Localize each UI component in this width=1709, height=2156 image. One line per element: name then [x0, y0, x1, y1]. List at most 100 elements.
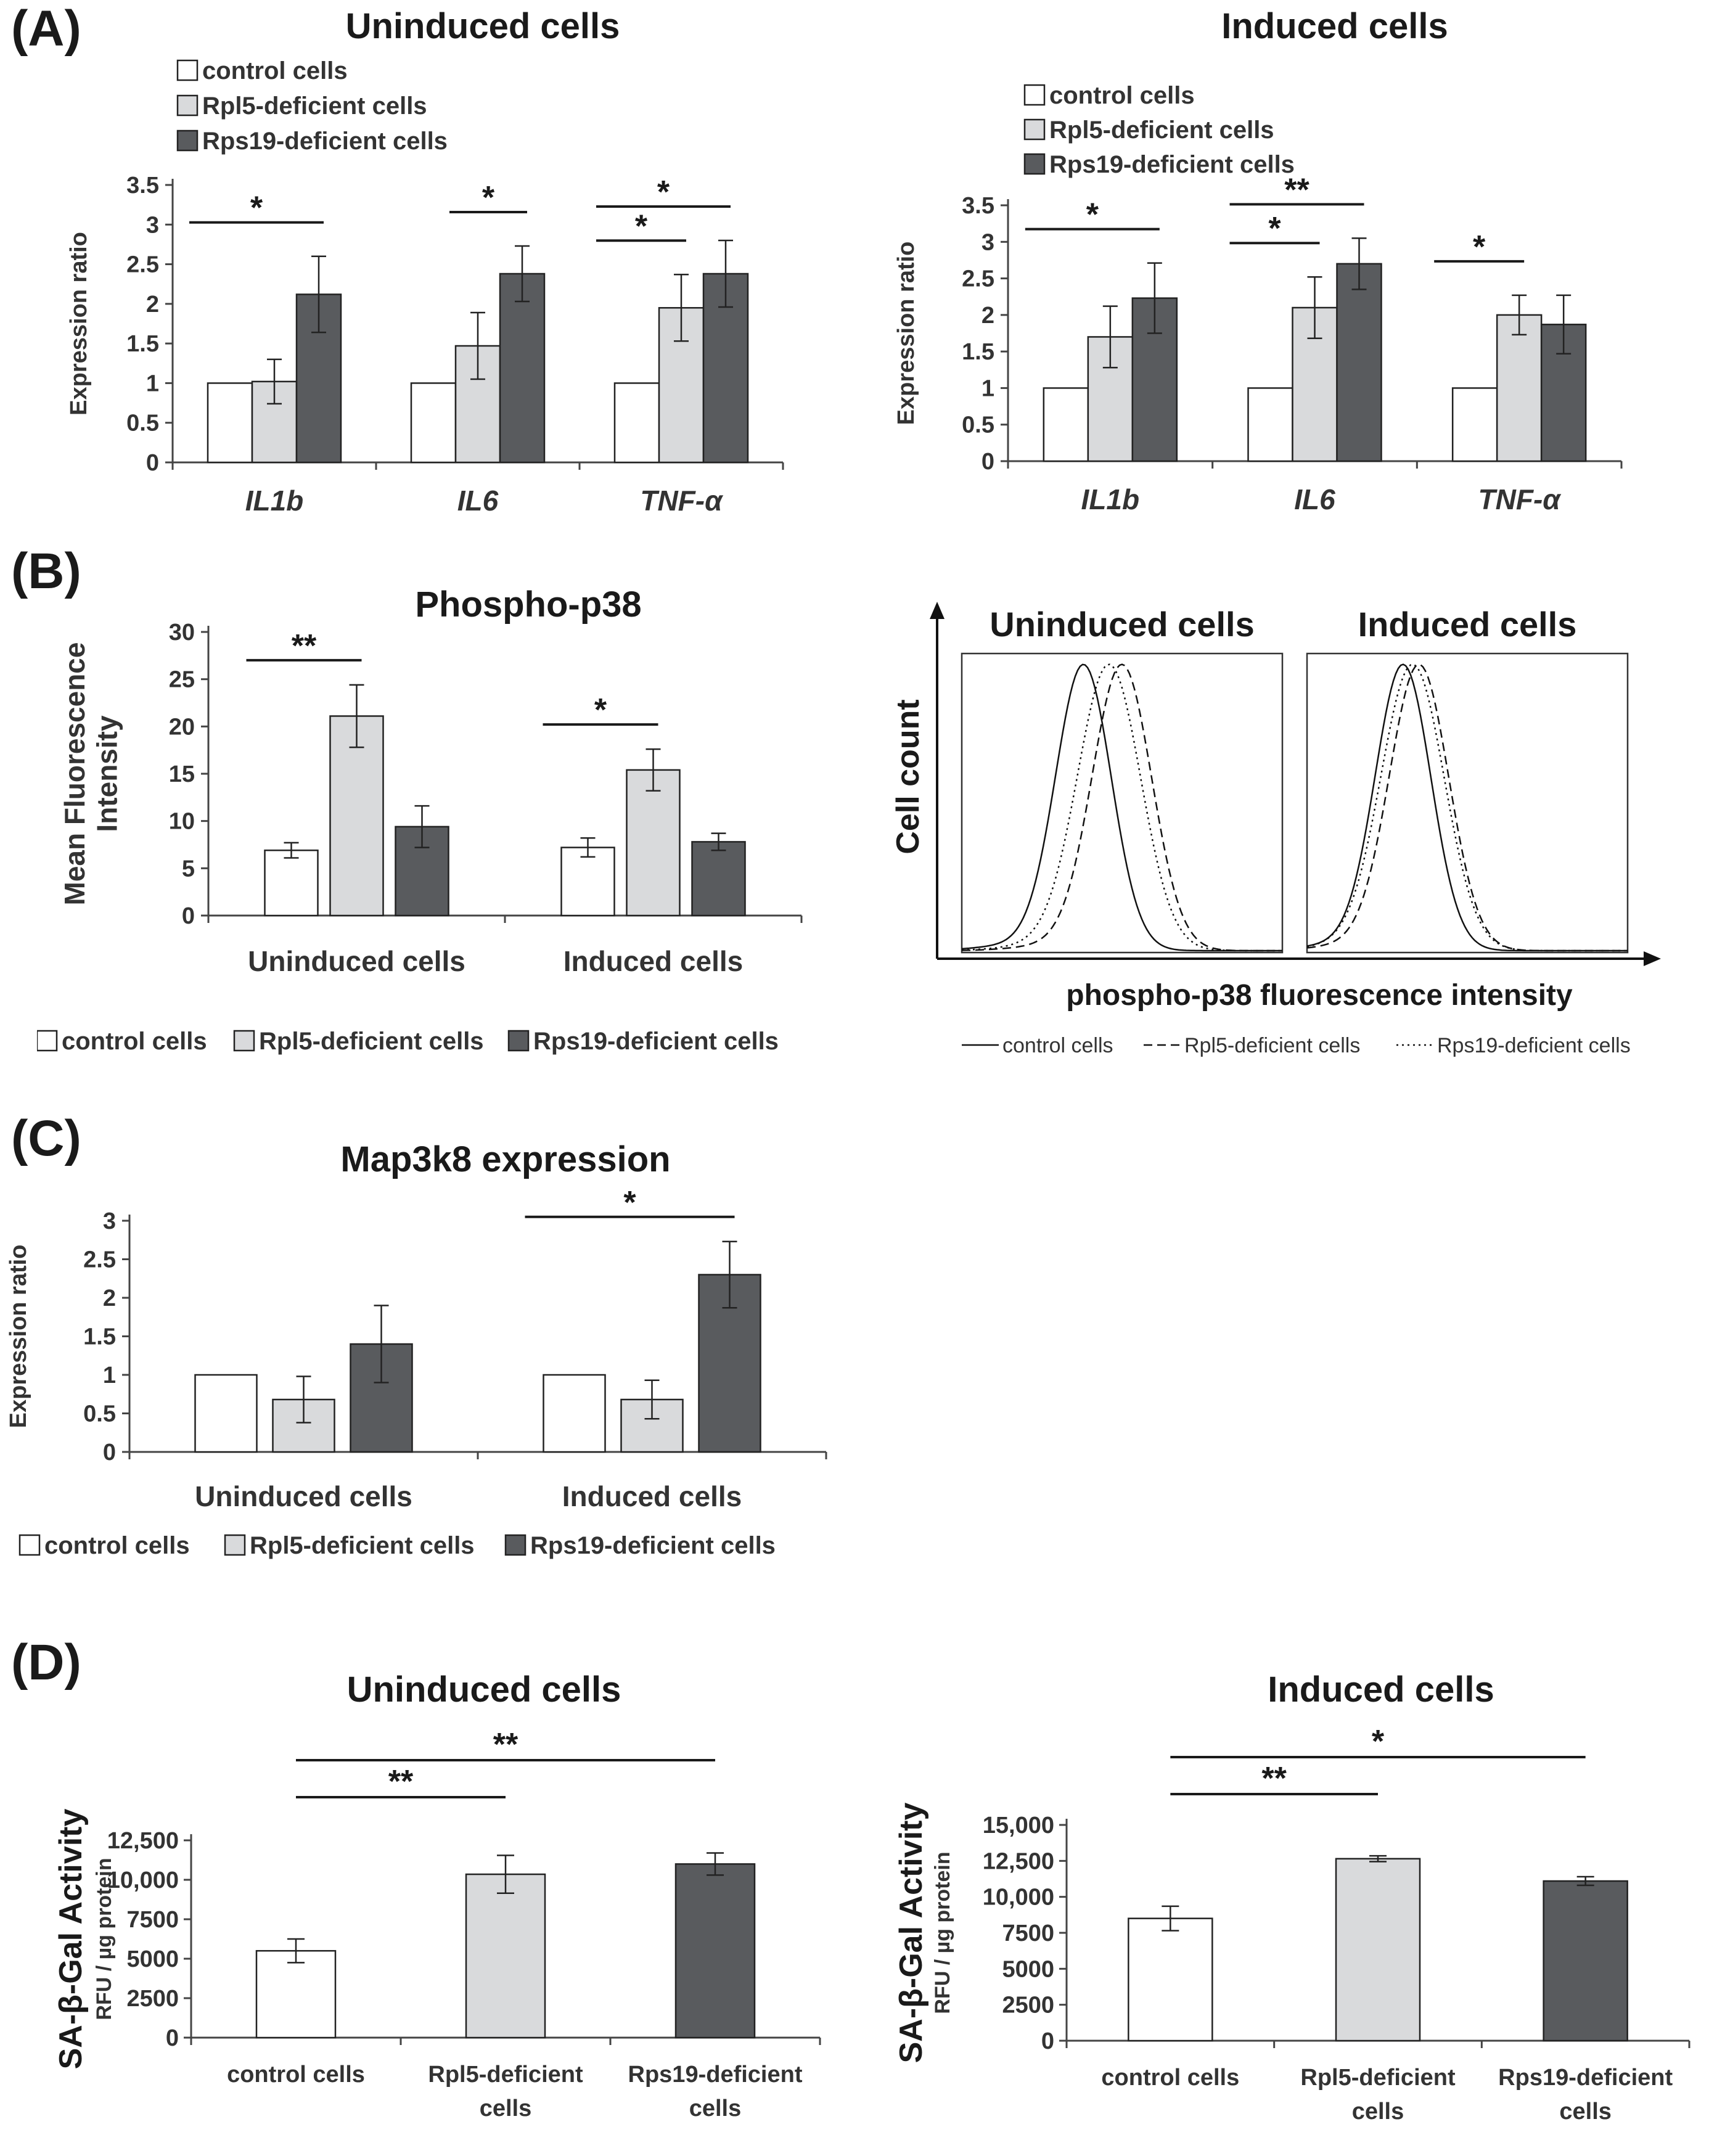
y-axis-title: Expression ratio	[66, 232, 92, 416]
histogram-frame	[961, 652, 1284, 954]
y-tick-label: 0.5	[126, 411, 159, 437]
chart-b-phospho-p38: Phospho-p38 Mean FluorescenceIntensity 0 5 1…	[37, 584, 803, 1055]
legend-label: control cells	[1002, 1034, 1113, 1057]
y-tick-label: 3.5	[962, 193, 994, 219]
x-category-label: IL1b	[1081, 483, 1140, 515]
bar	[1247, 387, 1293, 462]
bar	[691, 841, 746, 917]
y-tick-label: 1	[982, 375, 994, 401]
y-tick-label: 2	[982, 303, 994, 329]
bar	[329, 715, 384, 917]
chart-d-uninduced: Uninduced cells SA-β-Gal Activity RFU / µg…	[53, 1670, 821, 2121]
significance-marker: *	[623, 1185, 636, 1221]
y-tick-label: 7500	[126, 1907, 179, 1933]
histogram-frame	[1306, 652, 1629, 954]
legend-swatch	[176, 129, 199, 152]
y-tick-label: 30	[169, 620, 195, 646]
bar	[264, 849, 319, 917]
y-tick-label: 1	[146, 371, 159, 396]
bar	[410, 382, 457, 464]
bar	[1335, 1858, 1421, 2042]
y-tick-label: 2	[146, 292, 159, 318]
x-category-label: Uninduced cells	[195, 1480, 412, 1512]
bar	[1043, 387, 1089, 462]
legend-label: control cells	[44, 1532, 190, 1559]
legend-swatch	[507, 1030, 530, 1052]
significance-marker: **	[493, 1727, 518, 1763]
significance-marker: *	[1086, 197, 1099, 233]
bar	[1451, 387, 1498, 462]
legend-swatch	[504, 1534, 527, 1556]
bar	[543, 1374, 606, 1453]
y-tick-label: 3.5	[126, 173, 159, 199]
y-tick-label: 5	[182, 856, 195, 882]
significance-marker: *	[657, 174, 670, 210]
chart-c-map3k8: Map3k8 expression Expression ratio 0 0.5 1 1.…	[6, 1139, 827, 1559]
legend-label: Rpl5-deficient cells	[1184, 1034, 1360, 1057]
y-tick-label: 1	[103, 1363, 116, 1388]
histogram-curve	[1306, 663, 1628, 952]
legend-label: Rps19-deficient cells	[533, 1028, 779, 1055]
y-tick-label: 15	[169, 761, 195, 787]
bar	[1336, 263, 1382, 462]
chart-title: Induced cells	[1221, 6, 1448, 46]
y-tick-label: 2500	[1002, 1993, 1054, 2019]
y-axis-title: SA-β-Gal Activity	[893, 1803, 929, 2064]
bar	[1496, 314, 1543, 462]
y-tick-label: 10	[169, 809, 195, 835]
significance-marker: *	[635, 208, 648, 244]
significance-marker: *	[1372, 1724, 1385, 1760]
y-arrowhead	[930, 602, 945, 619]
bar	[626, 769, 681, 917]
legend-swatch	[233, 1030, 255, 1052]
chart-title: Phospho-p38	[415, 584, 641, 625]
y-tick-label: 20	[169, 714, 195, 740]
legend-label: Rpl5-deficient cells	[202, 92, 427, 120]
bar	[613, 382, 660, 464]
histogram-curve	[961, 663, 1282, 952]
legend-label: Rps19-deficient cells	[1437, 1034, 1631, 1057]
y-axis-subtitle: RFU / µg protein	[931, 1851, 954, 2014]
y-tick-label: 3	[146, 212, 159, 238]
y-tick-label: 2.5	[83, 1247, 116, 1273]
legend-label: Rpl5-deficient cells	[250, 1532, 475, 1559]
y-tick-label: 2500	[126, 1986, 179, 2012]
legend-label: control cells	[202, 57, 348, 84]
y-tick-label: 0	[103, 1440, 116, 1465]
significance-marker: **	[292, 628, 317, 664]
histogram-title: Uninduced cells	[990, 605, 1254, 644]
x-category-label: IL6	[1294, 483, 1335, 515]
x-category-label: IL1b	[245, 485, 304, 517]
y-axis-title: Expression ratio	[893, 242, 919, 425]
significance-marker: *	[250, 191, 263, 226]
panel-label-a: (A)	[11, 1, 81, 57]
bar	[674, 1863, 756, 2039]
x-category-label: Rpl5-deficient cells	[1300, 2065, 1456, 2125]
y-tick-label: 0.5	[83, 1401, 116, 1427]
x-category-label: Rpl5-deficient cells	[428, 2062, 583, 2121]
y-tick-label: 15,000	[983, 1813, 1054, 1838]
chart-title: Uninduced cells	[347, 1670, 621, 1710]
legend-swatch	[224, 1534, 246, 1556]
x-category-label: Induced cells	[564, 945, 743, 977]
chart-title: Map3k8 expression	[340, 1139, 670, 1179]
y-tick-label: 2.5	[126, 252, 159, 278]
legend-label: Rps19-deficient cells	[530, 1532, 776, 1559]
x-category-label: TNF-α	[1478, 483, 1562, 515]
y-tick-label: 3	[982, 229, 994, 255]
legend-swatch	[176, 59, 199, 81]
bar	[255, 1949, 337, 2039]
x-category-label: Rps19-deficient cells	[628, 2062, 803, 2121]
x-axis-title: phospho-p38 fluorescence intensity	[1066, 979, 1573, 1012]
significance-marker: *	[482, 180, 495, 216]
y-axis-title: SA-β-Gal Activity	[53, 1809, 89, 2070]
y-tick-label: 12,500	[107, 1828, 179, 1854]
y-tick-label: 1.5	[962, 339, 994, 365]
y-tick-label: 2.5	[962, 266, 994, 292]
legend-label: Rps19-deficient cells	[1049, 151, 1295, 178]
bar	[499, 273, 546, 464]
y-tick-label: 12,500	[983, 1848, 1054, 1874]
legend-label: Rps19-deficient cells	[202, 128, 448, 155]
legend-label: control cells	[62, 1028, 207, 1055]
y-tick-label: 7500	[1002, 1920, 1054, 1946]
